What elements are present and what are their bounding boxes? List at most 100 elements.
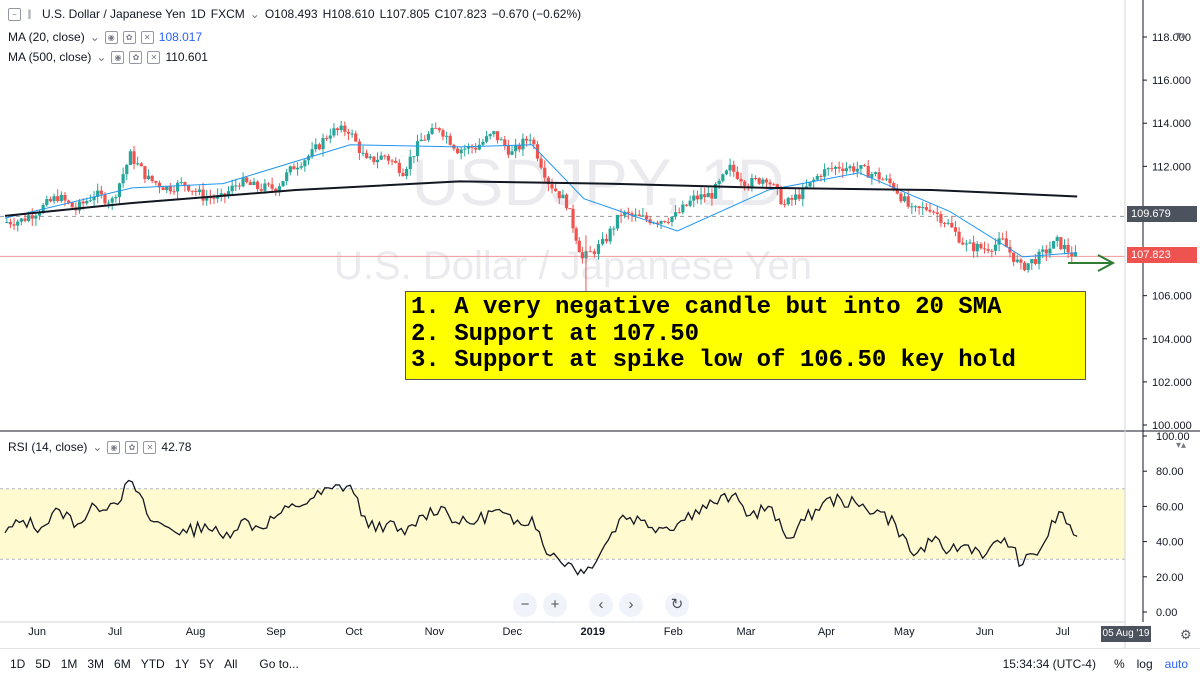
- chevron-down-icon[interactable]: ⌄: [249, 7, 260, 21]
- candle-body: [343, 125, 347, 132]
- timeframe-1d[interactable]: 1D: [10, 656, 26, 671]
- candle-body: [194, 190, 198, 192]
- scroll-right-button[interactable]: ›: [619, 593, 643, 617]
- candle-body: [786, 198, 790, 205]
- candle-body: [514, 144, 518, 152]
- candle-body: [928, 209, 932, 212]
- candle-body: [571, 208, 575, 229]
- candle-body: [506, 145, 510, 155]
- candle-body: [92, 196, 96, 201]
- candle-body: [205, 196, 209, 201]
- timeframe-3m[interactable]: 3M: [87, 656, 105, 671]
- scroll-left-button[interactable]: ‹: [589, 593, 613, 617]
- eye-icon[interactable]: ◉: [107, 440, 121, 454]
- candle-body: [375, 159, 380, 163]
- candle-body: [426, 133, 431, 140]
- settings-icon[interactable]: ✿: [125, 440, 139, 454]
- candle-body: [59, 194, 63, 202]
- chevron-down-icon[interactable]: ⌄: [89, 30, 100, 44]
- eye-icon[interactable]: ◉: [111, 50, 125, 64]
- collapse-icon[interactable]: −: [8, 7, 21, 21]
- candle-body: [285, 172, 289, 182]
- flag-icon[interactable]: ▍: [28, 9, 35, 19]
- percent-toggle[interactable]: %: [1113, 656, 1125, 671]
- candle-body: [172, 191, 176, 193]
- candle-body: [961, 242, 965, 245]
- candle-body: [659, 221, 663, 224]
- candle-body: [245, 177, 249, 183]
- candle-body: [644, 215, 649, 220]
- candle-body: [226, 191, 231, 196]
- candle-body: [543, 167, 547, 178]
- timeframe-ytd[interactable]: YTD: [140, 656, 165, 671]
- ma500-value: 110.601: [165, 50, 208, 64]
- candle-body: [972, 242, 976, 252]
- candle-body: [12, 224, 16, 226]
- candle-body: [27, 215, 31, 221]
- candle-body: [833, 166, 838, 169]
- candle-body: [139, 163, 143, 167]
- candle-body: [732, 164, 736, 172]
- candle-body: [190, 190, 194, 192]
- price-tick-label: 104.000: [1152, 334, 1192, 346]
- chevron-down-icon[interactable]: ⌄: [92, 440, 103, 454]
- candle-body: [56, 196, 60, 202]
- ma500-label: MA (500, close): [8, 50, 92, 64]
- timeframe-5y[interactable]: 5Y: [199, 656, 215, 671]
- candle-body: [176, 182, 180, 192]
- candle-body: [637, 214, 641, 217]
- close-icon[interactable]: ✕: [143, 440, 157, 454]
- candle-body: [67, 200, 71, 203]
- candle-body: [580, 252, 584, 259]
- candle-body: [412, 156, 416, 158]
- timeframe-all[interactable]: All: [224, 656, 238, 671]
- zoom-in-button[interactable]: +: [543, 593, 567, 617]
- candle-body: [706, 193, 710, 198]
- chevron-down-icon[interactable]: ⌄: [96, 50, 107, 64]
- candle-body: [125, 164, 129, 175]
- candle-body: [299, 166, 303, 168]
- close-icon[interactable]: ✕: [147, 50, 161, 64]
- time-tick-label: Apr: [818, 626, 835, 638]
- candle-body: [808, 181, 812, 187]
- rsi-tick-label: 20.00: [1156, 572, 1184, 584]
- candle-body: [717, 180, 721, 184]
- timeframe-6m[interactable]: 6M: [114, 656, 131, 671]
- candle-body: [219, 193, 223, 196]
- settings-icon[interactable]: ✿: [122, 30, 136, 44]
- candle-body: [1070, 252, 1074, 257]
- candle-body: [1008, 246, 1012, 253]
- annotation-box[interactable]: 1. A very negative candle but into 20 SM…: [405, 291, 1086, 380]
- candle-body: [1030, 259, 1034, 264]
- candle-body: [1012, 252, 1016, 262]
- candle-body: [103, 194, 107, 204]
- eye-icon[interactable]: ◉: [104, 30, 118, 44]
- auto-toggle[interactable]: auto: [1164, 656, 1188, 671]
- timeframe-1y[interactable]: 1Y: [174, 656, 190, 671]
- candle-body: [390, 160, 394, 162]
- zoom-out-button[interactable]: −: [513, 593, 537, 617]
- goto-button[interactable]: Go to...: [259, 656, 299, 671]
- pane-arrows-icon[interactable]: ▾▴: [1176, 30, 1187, 41]
- ma20-line: [4, 144, 1078, 258]
- candle-body: [524, 138, 529, 141]
- close-icon[interactable]: ✕: [140, 30, 154, 44]
- candle-body: [48, 199, 53, 202]
- candle-body: [186, 185, 191, 191]
- timeframe-1m[interactable]: 1M: [60, 656, 78, 671]
- candle-body: [1073, 252, 1077, 257]
- pane-arrows-icon[interactable]: ▾▴: [1176, 440, 1187, 451]
- candle-body: [844, 168, 849, 172]
- candle-body: [256, 181, 260, 190]
- candle-body: [306, 156, 311, 161]
- candle-body: [1044, 249, 1048, 254]
- log-toggle[interactable]: log: [1136, 656, 1153, 671]
- settings-icon[interactable]: ✿: [129, 50, 143, 64]
- reset-chart-button[interactable]: ↻: [665, 593, 689, 617]
- settings-gear-icon[interactable]: ⚙: [1180, 627, 1192, 642]
- candle-body: [596, 244, 601, 254]
- candle-body: [790, 198, 794, 200]
- timeframe-5d[interactable]: 5D: [35, 656, 51, 671]
